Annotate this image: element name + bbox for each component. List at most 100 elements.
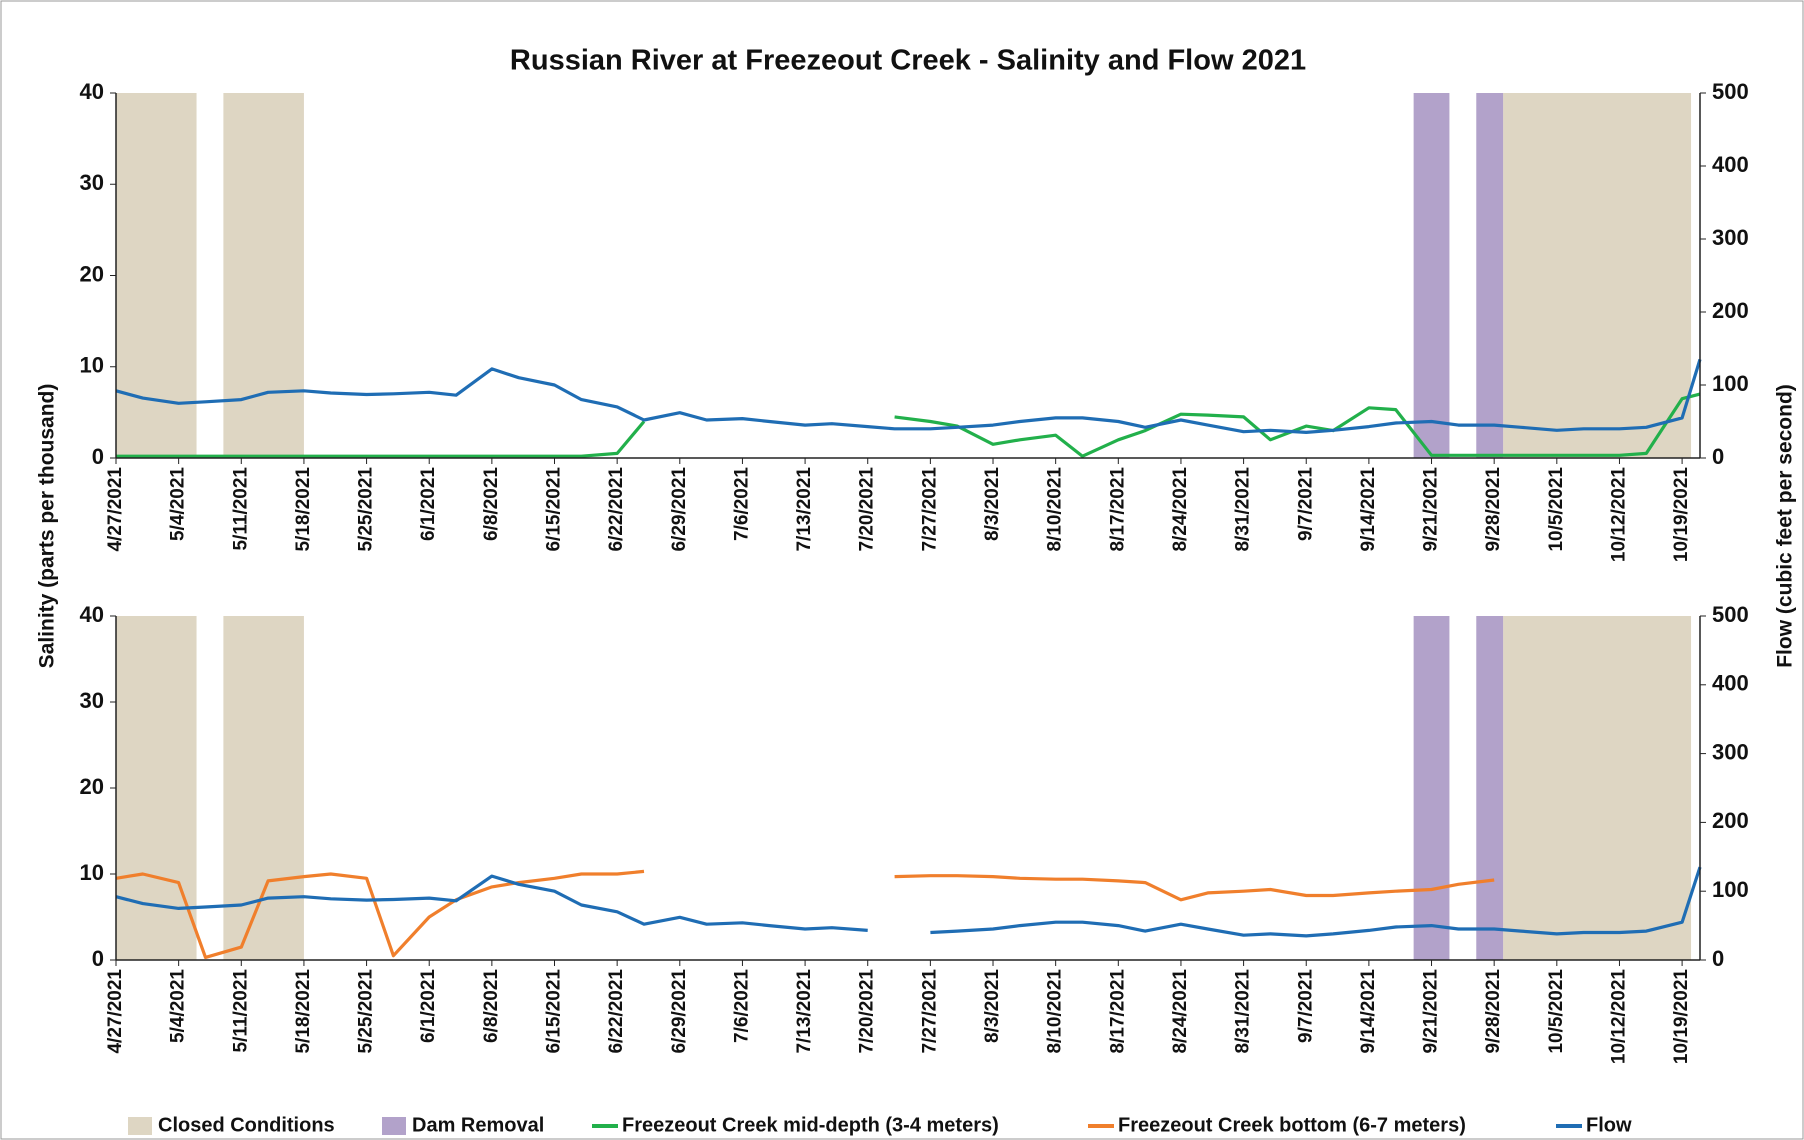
- legend-label: Freezeout Creek bottom (6-7 meters): [1118, 1114, 1466, 1136]
- x-tick-label: 6/15/2021: [544, 467, 565, 552]
- y2-axis-label: Flow (cubic feet per second): [1774, 384, 1797, 668]
- series-line: [115, 866, 1702, 938]
- series-line: [115, 358, 1702, 434]
- y2-tick-label: 100: [1712, 371, 1749, 396]
- x-tick-label: 9/7/2021: [1295, 969, 1316, 1043]
- x-tick-label: 10/5/2021: [1546, 969, 1567, 1054]
- y2-tick-label: 200: [1712, 808, 1749, 833]
- x-tick-label: 10/19/2021: [1671, 969, 1692, 1065]
- x-tick-label: 8/3/2021: [982, 467, 1003, 541]
- legend-label: Flow: [1586, 1114, 1632, 1136]
- y-tick-label: 30: [80, 688, 104, 713]
- x-tick-label: 8/31/2021: [1233, 969, 1254, 1054]
- x-tick-label: 7/20/2021: [857, 467, 878, 552]
- x-tick-label: 9/21/2021: [1421, 467, 1442, 552]
- span-band: [223, 616, 304, 960]
- x-tick-label: 5/18/2021: [293, 969, 314, 1054]
- x-tick-label: 5/11/2021: [230, 467, 251, 551]
- x-tick-label: 8/24/2021: [1170, 467, 1191, 552]
- y2-tick-label: 0: [1712, 444, 1724, 469]
- span-band: [1476, 93, 1504, 458]
- x-tick-label: 5/18/2021: [293, 467, 314, 552]
- x-tick-label: 5/4/2021: [168, 969, 189, 1043]
- span-band: [116, 616, 197, 960]
- x-tick-label: 6/1/2021: [418, 467, 439, 541]
- x-tick-label: 8/31/2021: [1233, 467, 1254, 552]
- x-tick-label: 10/12/2021: [1608, 467, 1629, 563]
- legend-swatch: [128, 1117, 152, 1135]
- y-axis-label: Salinity (parts per thousand): [36, 384, 59, 669]
- x-tick-label: 7/6/2021: [731, 969, 752, 1043]
- x-tick-label: 9/28/2021: [1483, 969, 1504, 1054]
- y-tick-label: 0: [92, 946, 104, 971]
- x-tick-label: 10/5/2021: [1546, 467, 1567, 552]
- span-band: [116, 93, 197, 458]
- x-tick-label: 4/27/2021: [105, 467, 126, 552]
- y-tick-label: 10: [80, 353, 104, 378]
- x-tick-label: 5/25/2021: [356, 467, 377, 552]
- series-line: [115, 869, 1495, 959]
- x-tick-label: 5/4/2021: [168, 467, 189, 541]
- legend-label: Dam Removal: [412, 1114, 544, 1136]
- x-tick-label: 9/28/2021: [1483, 467, 1504, 552]
- x-tick-label: 6/15/2021: [544, 969, 565, 1054]
- chart-title: Russian River at Freezeout Creek - Salin…: [510, 45, 1306, 77]
- span-band: [1503, 93, 1692, 458]
- x-tick-label: 6/29/2021: [669, 969, 690, 1054]
- x-tick-label: 10/19/2021: [1671, 467, 1692, 563]
- y-tick-label: 10: [80, 860, 104, 885]
- x-tick-label: 8/10/2021: [1045, 467, 1066, 552]
- y-tick-label: 20: [80, 261, 104, 286]
- x-tick-label: 6/1/2021: [418, 969, 439, 1043]
- x-tick-label: 8/17/2021: [1107, 969, 1128, 1054]
- x-tick-label: 7/6/2021: [731, 467, 752, 541]
- x-tick-label: 7/27/2021: [919, 467, 940, 552]
- x-tick-label: 6/8/2021: [481, 467, 502, 541]
- x-tick-label: 8/17/2021: [1107, 467, 1128, 552]
- series-line: [116, 392, 1701, 458]
- x-tick-label: 7/13/2021: [794, 467, 815, 552]
- x-tick-label: 5/25/2021: [356, 969, 377, 1054]
- x-tick-label: 7/20/2021: [857, 969, 878, 1054]
- span-band: [1413, 616, 1450, 960]
- x-tick-label: 6/22/2021: [606, 969, 627, 1054]
- legend-swatch: [382, 1117, 406, 1135]
- y2-tick-label: 200: [1712, 298, 1749, 323]
- y2-tick-label: 300: [1712, 739, 1749, 764]
- y-tick-label: 30: [80, 170, 104, 195]
- y-tick-label: 40: [80, 602, 104, 627]
- legend-label: Closed Conditions: [158, 1114, 335, 1136]
- x-tick-label: 8/10/2021: [1045, 969, 1066, 1054]
- span-band: [1503, 616, 1692, 960]
- y2-tick-label: 0: [1712, 946, 1724, 971]
- legend-label: Freezeout Creek mid-depth (3-4 meters): [622, 1114, 999, 1136]
- y2-tick-label: 400: [1712, 152, 1749, 177]
- x-tick-label: 4/27/2021: [105, 969, 126, 1054]
- x-tick-label: 6/29/2021: [669, 467, 690, 552]
- x-tick-label: 5/11/2021: [230, 969, 251, 1053]
- y2-tick-label: 100: [1712, 877, 1749, 902]
- x-tick-label: 8/3/2021: [982, 969, 1003, 1043]
- x-tick-label: 7/27/2021: [919, 969, 940, 1054]
- x-tick-label: 7/13/2021: [794, 969, 815, 1054]
- span-band: [1476, 616, 1504, 960]
- x-tick-label: 6/22/2021: [606, 467, 627, 552]
- x-tick-label: 9/21/2021: [1421, 969, 1442, 1054]
- x-tick-label: 9/7/2021: [1295, 467, 1316, 541]
- y2-tick-label: 500: [1712, 79, 1749, 104]
- x-tick-label: 9/14/2021: [1358, 969, 1379, 1054]
- x-tick-label: 6/8/2021: [481, 969, 502, 1043]
- x-tick-label: 9/14/2021: [1358, 467, 1379, 552]
- x-tick-label: 10/12/2021: [1608, 969, 1629, 1065]
- x-tick-label: 8/24/2021: [1170, 969, 1191, 1054]
- span-band: [223, 93, 304, 458]
- y-tick-label: 40: [80, 79, 104, 104]
- y-tick-label: 20: [80, 774, 104, 799]
- y2-tick-label: 400: [1712, 671, 1749, 696]
- y-tick-label: 0: [92, 444, 104, 469]
- y2-tick-label: 300: [1712, 225, 1749, 250]
- y2-tick-label: 500: [1712, 602, 1749, 627]
- span-band: [1413, 93, 1450, 458]
